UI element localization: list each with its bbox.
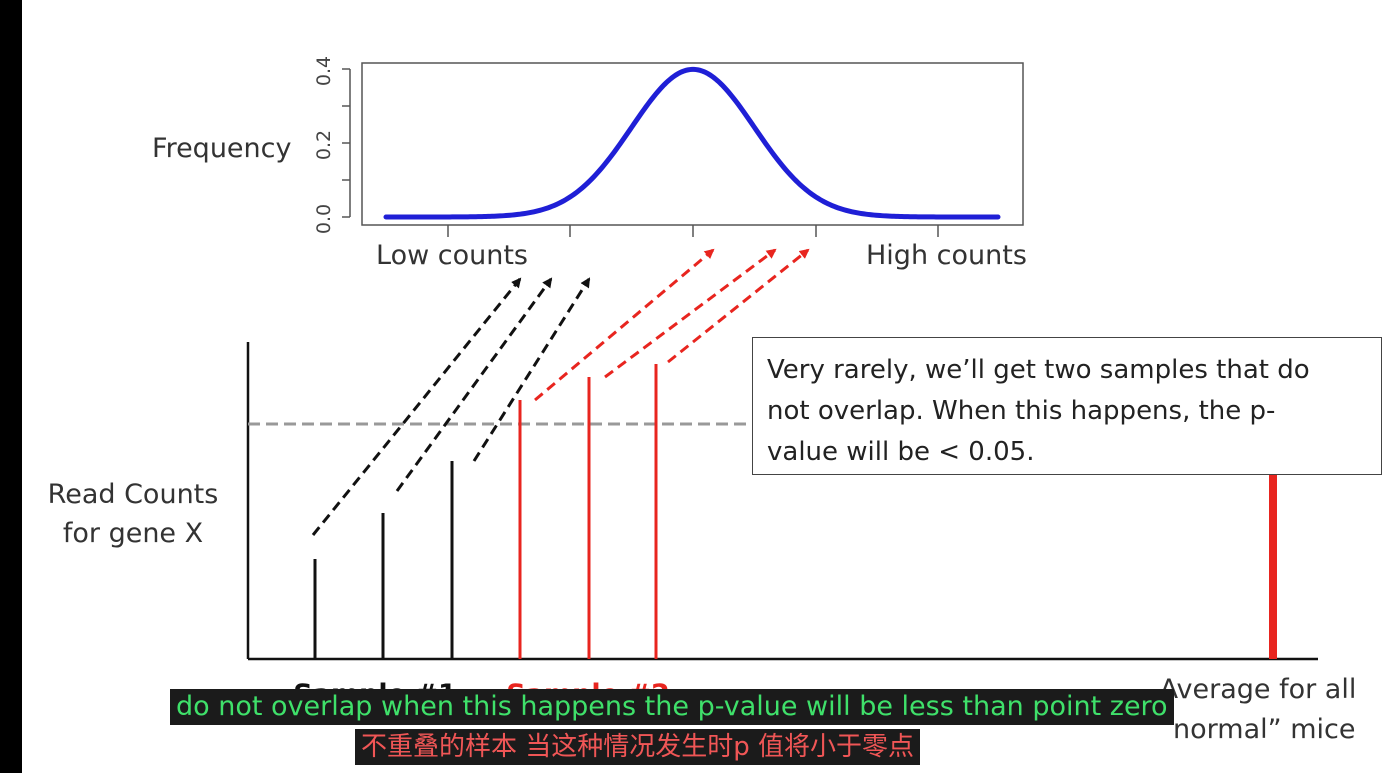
distribution-plot: 0.4 0.2 0.0 Frequency Low counts High co… bbox=[152, 56, 1027, 271]
subtitle-english: do not overlap when this happens the p-v… bbox=[170, 689, 1174, 725]
average-label: Average for all bbox=[1160, 674, 1357, 705]
subtitle-chinese: 不重叠的样本 当这种情况发生时p 值将小于零点 bbox=[355, 729, 921, 765]
read-count-plot: Read Counts for gene X Sample #1 Sample … bbox=[48, 248, 1357, 745]
frequency-label: Frequency bbox=[152, 133, 292, 164]
sample2-arrow bbox=[534, 248, 715, 402]
low-counts-label: Low counts bbox=[376, 240, 528, 271]
callout-line: Very rarely, we’ll get two samples that … bbox=[767, 355, 1310, 385]
sample2-arrow bbox=[604, 248, 777, 379]
average-label: “normal” mice bbox=[1161, 714, 1356, 745]
sample1-arrow bbox=[472, 277, 591, 462]
high-counts-label: High counts bbox=[866, 240, 1027, 271]
explanation-callout: Very rarely, we’ll get two samples that … bbox=[752, 337, 1382, 475]
y-tick-label: 0.0 bbox=[313, 204, 335, 234]
callout-line: value will be < 0.05. bbox=[767, 437, 1035, 467]
sample1-arrow bbox=[395, 277, 553, 492]
callout-line: not overlap. When this happens, the p- bbox=[767, 396, 1276, 426]
normal-distribution-curve bbox=[383, 66, 1001, 220]
y-tick-label: 0.2 bbox=[313, 130, 335, 160]
sample1-arrow bbox=[311, 277, 522, 536]
y-tick-label: 0.4 bbox=[313, 56, 335, 86]
read-counts-label: for gene X bbox=[63, 518, 203, 549]
read-counts-label: Read Counts bbox=[48, 479, 219, 510]
sample2-arrow bbox=[667, 248, 810, 364]
